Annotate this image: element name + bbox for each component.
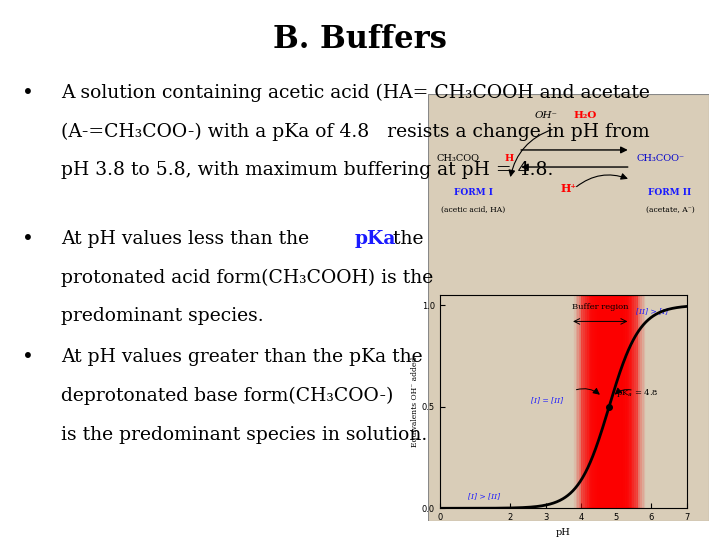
Bar <box>594 295 629 508</box>
Text: (acetate, A⁻): (acetate, A⁻) <box>646 206 694 214</box>
Text: A solution containing acetic acid (HA= CH₃COOH and acetate: A solution containing acetic acid (HA= C… <box>61 84 650 102</box>
Text: [I] = [II]: [I] = [II] <box>531 397 564 404</box>
Bar <box>581 295 616 508</box>
Text: CH₃COO: CH₃COO <box>437 154 480 163</box>
Bar <box>575 295 611 508</box>
Text: predominant species.: predominant species. <box>61 307 264 325</box>
Text: FORM I: FORM I <box>454 188 492 197</box>
Text: At pH values less than the: At pH values less than the <box>61 230 315 247</box>
Text: protonated acid form(CH₃COOH) is the: protonated acid form(CH₃COOH) is the <box>61 268 433 287</box>
Bar <box>600 295 635 508</box>
Bar <box>609 295 644 508</box>
Text: •: • <box>22 230 33 248</box>
Text: [II] > [I]: [II] > [I] <box>636 307 667 315</box>
X-axis label: pH: pH <box>556 528 571 537</box>
Text: pH 3.8 to 5.8, with maximum buffering at pH = 4.8.: pH 3.8 to 5.8, with maximum buffering at… <box>61 161 554 179</box>
Text: H⁺: H⁺ <box>561 183 577 194</box>
Bar <box>598 295 633 508</box>
Bar <box>593 295 628 508</box>
Text: At pH values greater than the pKa the: At pH values greater than the pKa the <box>61 348 423 366</box>
Bar <box>606 295 641 508</box>
Y-axis label: Equivalents OH⁻ added: Equivalents OH⁻ added <box>411 356 419 447</box>
Bar <box>574 295 609 508</box>
Text: H: H <box>504 154 513 163</box>
Text: is the predominant species in solution.: is the predominant species in solution. <box>61 426 428 444</box>
Text: B. Buffers: B. Buffers <box>273 24 447 55</box>
Bar <box>590 295 626 508</box>
Text: the: the <box>387 230 424 247</box>
Bar <box>602 295 637 508</box>
Bar <box>591 295 626 508</box>
Bar <box>603 295 639 508</box>
Text: pK$_a$ = 4.8: pK$_a$ = 4.8 <box>616 387 659 399</box>
Text: •: • <box>22 84 33 103</box>
Text: CH₃COO⁻: CH₃COO⁻ <box>636 154 684 163</box>
Bar <box>585 295 620 508</box>
Text: deprotonated base form(CH₃COO-): deprotonated base form(CH₃COO-) <box>61 387 394 406</box>
Bar <box>581 295 637 508</box>
Text: H₂O: H₂O <box>574 111 598 120</box>
Text: FORM II: FORM II <box>648 188 691 197</box>
Text: Buffer region: Buffer region <box>572 303 629 311</box>
Bar <box>587 295 622 508</box>
Bar <box>596 295 631 508</box>
Text: OH⁻: OH⁻ <box>535 111 558 120</box>
Bar <box>589 295 624 508</box>
Text: (A-=CH₃COO-) with a pKa of 4.8   resists a change in pH from: (A-=CH₃COO-) with a pKa of 4.8 resists a… <box>61 123 650 141</box>
Bar <box>580 295 615 508</box>
Bar <box>577 295 613 508</box>
Text: [I] > [II]: [I] > [II] <box>468 492 500 500</box>
Bar <box>607 295 642 508</box>
Bar <box>583 295 618 508</box>
Text: •: • <box>22 348 33 367</box>
Text: (acetic acid, HA): (acetic acid, HA) <box>441 206 505 214</box>
Text: pKa: pKa <box>355 230 396 247</box>
